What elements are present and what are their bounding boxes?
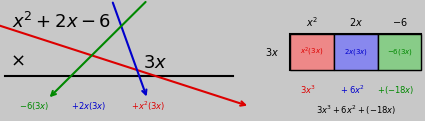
Bar [334, 34, 378, 70]
Text: $+ 2x(3x)$: $+ 2x(3x)$ [71, 100, 107, 113]
Text: $3x^3$: $3x^3$ [300, 83, 317, 96]
Text: $-6(3x)$: $-6(3x)$ [19, 100, 49, 113]
Text: $3x^3+6x^2+(-18x)$: $3x^3+6x^2+(-18x)$ [316, 103, 396, 117]
Text: $+ x^2(3x)$: $+ x^2(3x)$ [131, 100, 165, 113]
Text: $2x(3x)$: $2x(3x)$ [344, 47, 368, 57]
Text: $\times$: $\times$ [9, 52, 24, 69]
Text: $x^2 + 2x - 6$: $x^2 + 2x - 6$ [12, 12, 111, 32]
Text: $+(-18x)$: $+(-18x)$ [377, 83, 414, 96]
Bar [290, 34, 334, 70]
Text: $+\;6x^2$: $+\;6x^2$ [340, 83, 365, 96]
Text: $2x$: $2x$ [349, 16, 363, 28]
Text: $x^2(3x)$: $x^2(3x)$ [300, 46, 324, 58]
Text: $3x$: $3x$ [265, 46, 279, 58]
Bar [290, 34, 421, 70]
Text: $-6(3x)$: $-6(3x)$ [386, 47, 412, 57]
Text: $3x$: $3x$ [143, 54, 167, 72]
Text: $x^2$: $x^2$ [306, 15, 318, 29]
Bar [378, 34, 421, 70]
Text: $-6$: $-6$ [391, 16, 407, 28]
